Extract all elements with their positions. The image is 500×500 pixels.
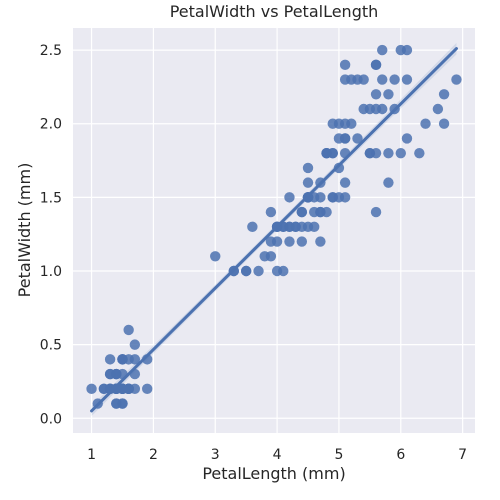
data-point (104, 354, 116, 365)
data-point (370, 206, 382, 218)
data-point (352, 133, 363, 144)
x-tick-labels: 1 2 3 4 5 6 7 (87, 447, 467, 463)
data-point (302, 177, 314, 188)
data-point (327, 118, 338, 129)
data-point (395, 147, 406, 159)
data-point (321, 206, 332, 218)
regression-line-path (90, 47, 458, 413)
data-point (377, 44, 388, 56)
x-tick-label: 3 (211, 447, 220, 463)
data-point (346, 118, 357, 129)
data-point (129, 339, 141, 350)
data-point (401, 133, 413, 144)
data-point (315, 192, 326, 203)
y-tick-label: 0.5 (40, 338, 62, 354)
x-tick-label: 5 (334, 447, 343, 463)
data-point (142, 383, 153, 395)
data-point (438, 89, 450, 100)
y-tick-label: 0.0 (40, 411, 62, 427)
data-point (265, 206, 277, 218)
data-point (370, 59, 382, 71)
data-point (315, 236, 326, 247)
x-tick-label: 2 (149, 447, 158, 463)
data-point (401, 44, 413, 56)
x-axis-title: PetalLength (mm) (202, 464, 345, 483)
data-point (346, 74, 357, 85)
data-point (86, 383, 97, 395)
scatter-points (86, 44, 462, 409)
data-point (259, 251, 270, 262)
data-point (309, 221, 320, 233)
data-point (284, 236, 295, 247)
data-point (271, 236, 283, 247)
data-point (253, 265, 264, 277)
chart-title: PetalWidth vs PetalLength (170, 2, 379, 21)
x-tick-label: 7 (458, 447, 467, 463)
data-point (364, 147, 376, 159)
data-point (111, 398, 122, 409)
x-tick-label: 4 (273, 447, 282, 463)
data-point (370, 103, 382, 115)
x-tick-label: 6 (396, 447, 405, 463)
data-point (383, 147, 394, 159)
data-point (339, 59, 351, 71)
data-point (278, 265, 289, 277)
y-axis-title: PetalWidth (mm) (15, 163, 34, 298)
data-point (247, 221, 258, 233)
data-point (111, 383, 122, 395)
data-point (210, 251, 221, 262)
data-point (240, 265, 252, 277)
data-point (420, 118, 431, 129)
data-point (333, 133, 345, 144)
data-point (432, 103, 444, 115)
data-point (290, 221, 301, 233)
x-tick-label: 1 (87, 447, 96, 463)
data-point (438, 118, 450, 129)
data-point (333, 162, 345, 174)
data-point (117, 354, 128, 365)
data-point (377, 74, 388, 85)
data-point (321, 147, 332, 159)
y-tick-label: 2.5 (40, 43, 62, 59)
data-point (389, 74, 400, 85)
data-point (302, 162, 314, 174)
data-point (370, 89, 382, 100)
data-point (111, 368, 122, 380)
data-point (401, 74, 413, 85)
data-point (358, 74, 369, 85)
data-point (383, 89, 394, 100)
data-point (339, 177, 351, 188)
data-point (451, 74, 462, 85)
y-tick-label: 1.5 (40, 190, 62, 206)
data-point (284, 192, 295, 203)
regression-line (90, 47, 458, 413)
data-point (296, 236, 308, 247)
y-tick-label: 2.0 (40, 117, 62, 133)
data-point (309, 206, 320, 218)
data-point (296, 206, 308, 218)
data-point (383, 177, 394, 188)
data-point (123, 324, 134, 336)
y-tick-label: 1.0 (40, 264, 62, 280)
y-tick-labels: 0.0 0.5 1.0 1.5 2.0 2.5 (40, 43, 62, 427)
data-point (339, 192, 351, 203)
data-point (358, 103, 369, 115)
data-point (414, 147, 425, 159)
